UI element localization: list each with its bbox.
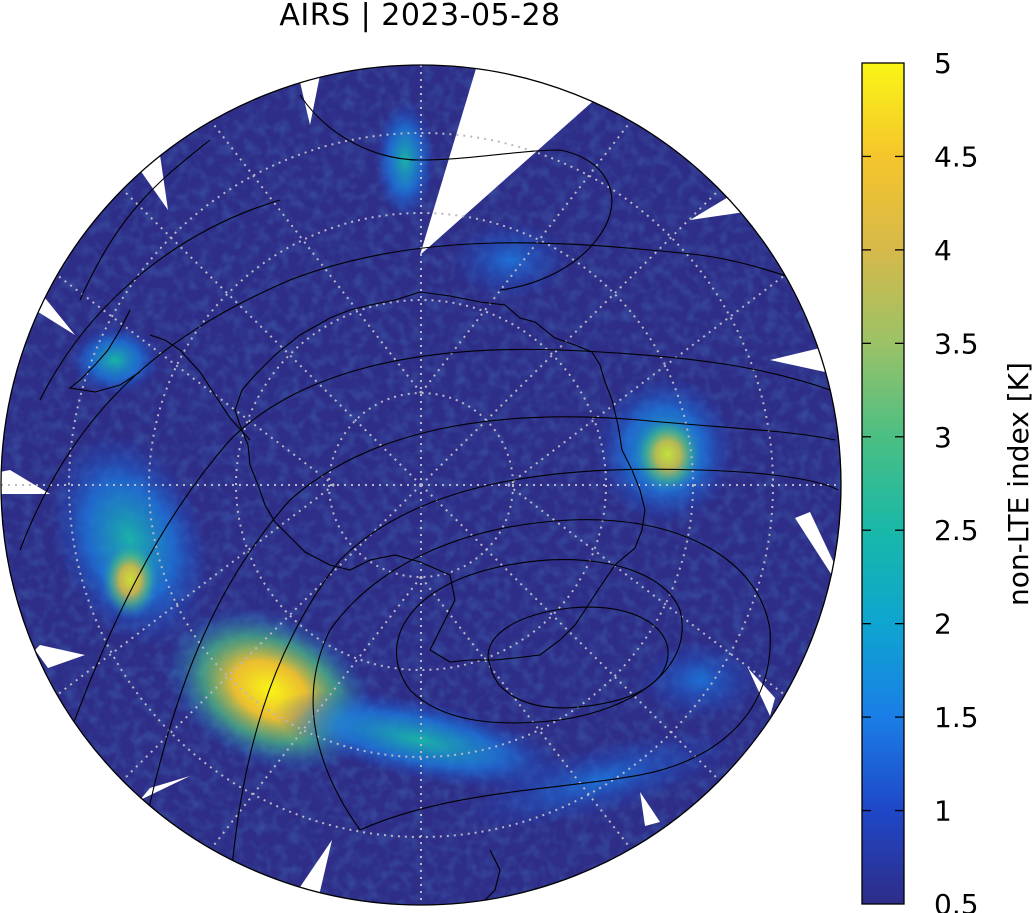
- colorbar-tick-label: 4.5: [934, 140, 979, 173]
- colorbar-tick-label: 5: [934, 47, 952, 80]
- colorbar-tick-label: 3: [934, 421, 952, 454]
- colorbar-label: non-LTE index [K]: [1002, 362, 1032, 606]
- colorbar-tick-label: 2.5: [934, 514, 979, 547]
- colorbar-tick-label: 1: [934, 795, 952, 828]
- colorbar-tick-label: 3.5: [934, 327, 979, 360]
- colorbar-tick-label: 2: [934, 608, 952, 641]
- colorbar-tick-label: 4: [934, 234, 952, 267]
- colorbar-tick-label: 0.5: [934, 888, 979, 913]
- colorbar-gradient: [862, 63, 904, 904]
- colorbar-tick-label: 1.5: [934, 701, 979, 734]
